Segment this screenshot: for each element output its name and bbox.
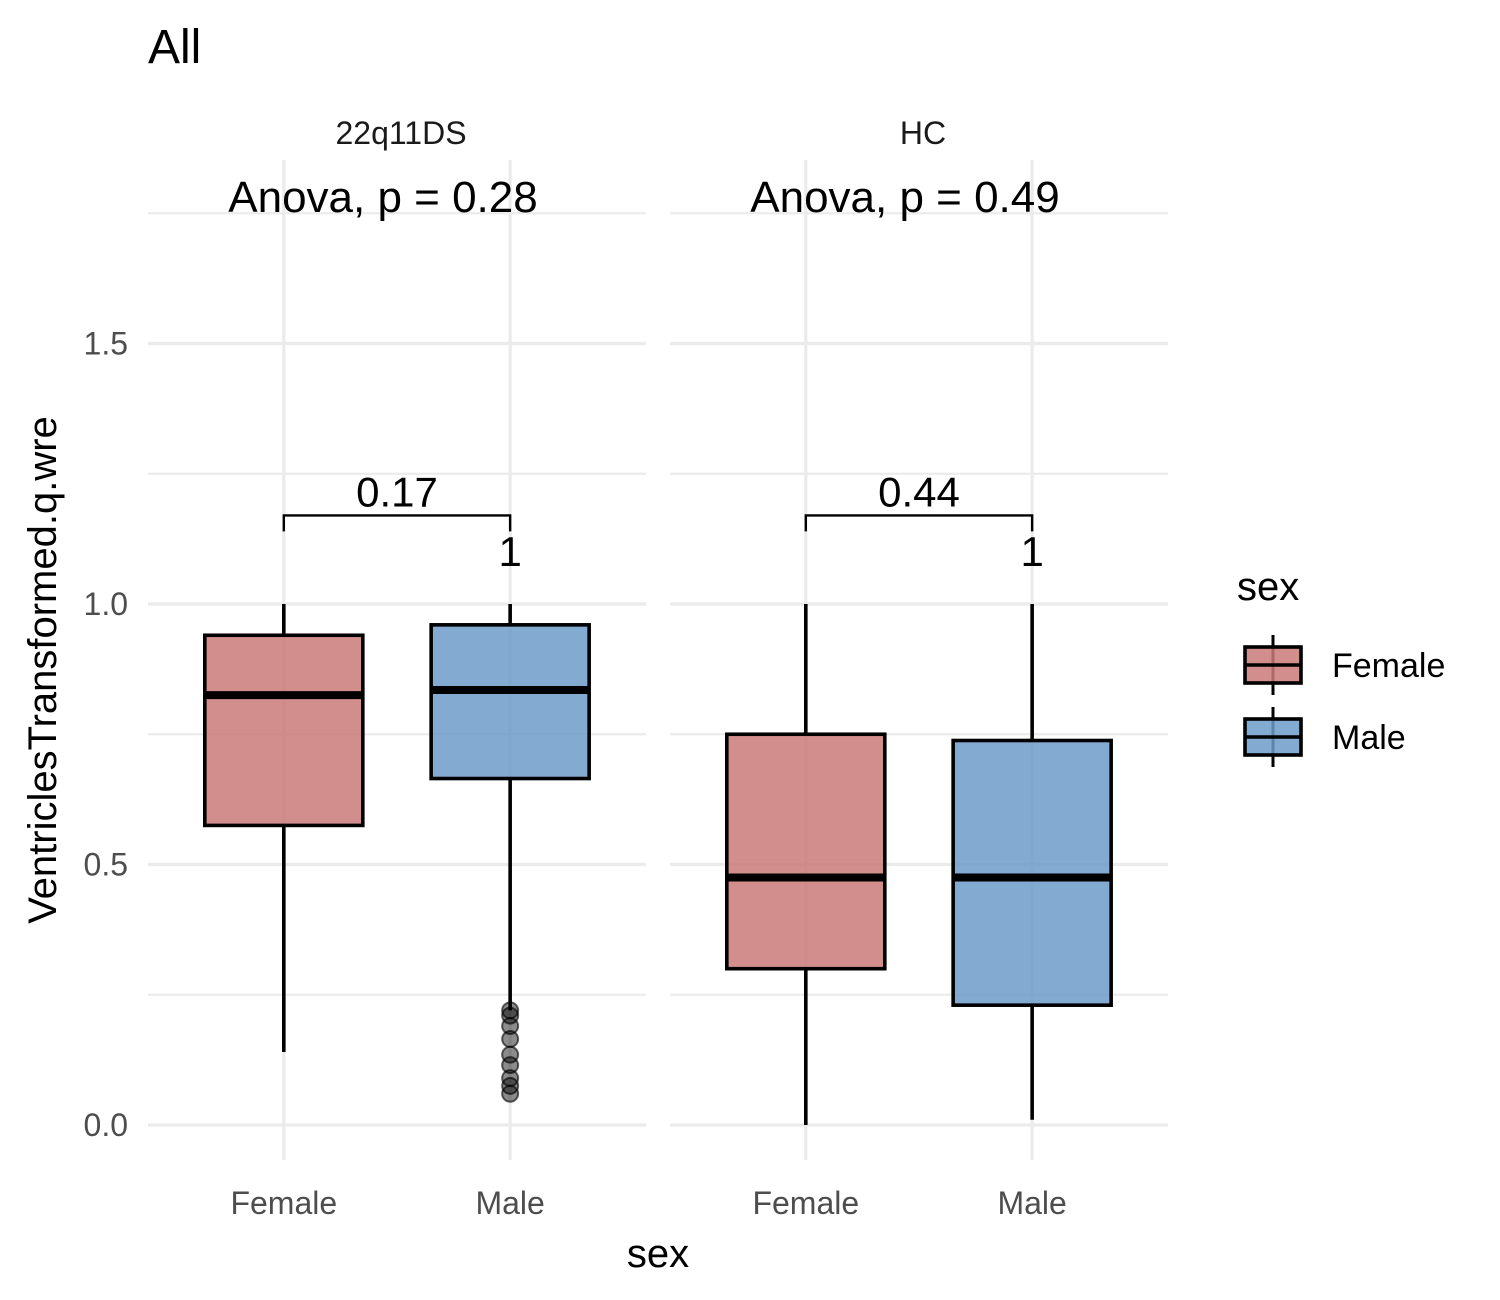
x-tick-label: Female (752, 1185, 859, 1221)
iqr-box (951, 738, 1113, 1007)
anova-annotation: Anova, p = 0.49 (750, 173, 1059, 222)
box-male (951, 604, 1113, 1120)
legend-key-female: Female (1243, 635, 1445, 695)
legend-label: Female (1332, 647, 1445, 685)
iqr-box (429, 623, 591, 781)
comparison-bracket (804, 514, 1034, 532)
comparison-bracket (282, 514, 512, 532)
outlier-point (501, 1006, 520, 1025)
legend-key-male: Male (1243, 707, 1406, 767)
x-tick-label: Male (997, 1185, 1066, 1221)
box-male (429, 604, 591, 1103)
x-axis-label: sex (627, 1232, 689, 1276)
significance-label: 1 (1020, 528, 1043, 575)
y-tick-label: 0.0 (84, 1107, 128, 1143)
panel-strip-label: HC (900, 115, 946, 151)
legend-label: Male (1332, 719, 1406, 757)
iqr-box (203, 633, 365, 828)
legend-title: sex (1237, 565, 1299, 609)
iqr-box (725, 732, 887, 971)
chart-title: All (148, 21, 201, 74)
comparison-p-value: 0.17 (356, 468, 438, 515)
y-axis-label: VentriclesTransformed.q.wre (21, 416, 65, 924)
y-tick-label: 1.5 (84, 326, 128, 362)
panel-strip-label: 22q11DS (335, 115, 466, 151)
x-tick-label: Female (230, 1185, 337, 1221)
outlier-point (501, 1045, 520, 1064)
facet-panels: 22q11DS Anova, p = 0.28 0.17 1 Female Male 0.0… (84, 115, 1168, 1221)
y-tick-label: 0.5 (84, 847, 128, 883)
y-tick-label: 1.0 (84, 586, 128, 622)
box-female (725, 604, 887, 1125)
box-female (203, 604, 365, 1053)
panel-hc: HC Anova, p = 0.49 0.44 1 Female Male (670, 115, 1168, 1221)
outlier-point (501, 1069, 520, 1088)
significance-label: 1 (498, 528, 521, 575)
outlier-point (501, 1001, 520, 1020)
outlier-point (501, 1030, 520, 1049)
legend: sex Female Male (1237, 565, 1445, 767)
panel-22q11ds: 22q11DS Anova, p = 0.28 0.17 1 Female Male 0.0… (84, 115, 646, 1221)
comparison-p-value: 0.44 (878, 468, 960, 515)
anova-annotation: Anova, p = 0.28 (228, 173, 537, 222)
x-tick-label: Male (475, 1185, 544, 1221)
